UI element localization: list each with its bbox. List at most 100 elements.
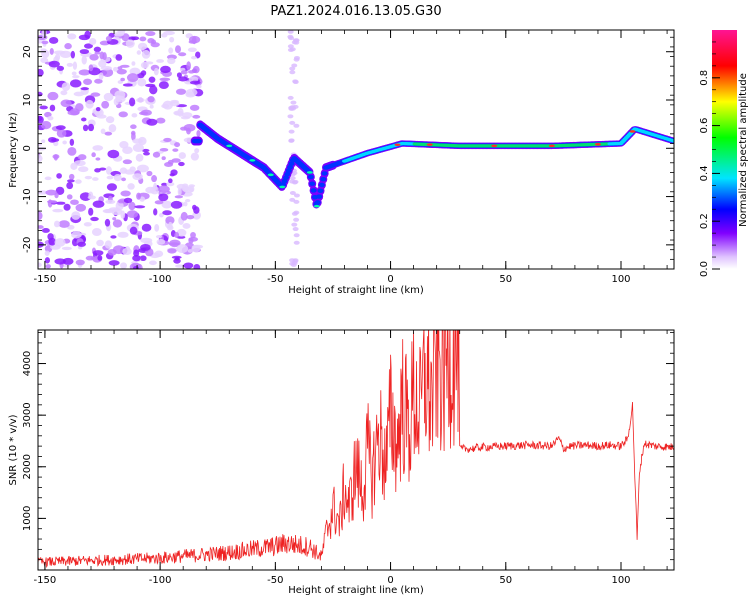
heatmap-stripe-blob: [288, 138, 295, 143]
heatmap-trace-mid: [320, 176, 327, 182]
heatmap-noise-blob: [75, 203, 87, 212]
heatmap-noise-blob: [129, 67, 141, 75]
heatmap-stripe-blob: [287, 34, 294, 39]
heatmap-stripe-blob: [293, 123, 300, 128]
heatmap-noise-blob: [161, 182, 168, 187]
heatmap-noise-blob: [87, 123, 95, 132]
heatmap-noise-blob: [133, 249, 140, 257]
heatmap-noise-blob: [134, 205, 146, 209]
heatmap-noise-blob: [89, 53, 99, 61]
heatmap-noise-blob: [104, 131, 113, 136]
heatmap-noise-blob: [167, 159, 174, 165]
heatmap-noise-blob: [120, 77, 125, 82]
heatmap-noise-blob: [64, 43, 72, 50]
heatmap-noise-blob: [104, 218, 111, 227]
heatmap-noise-blob: [122, 247, 132, 256]
heatmap-noise-blob: [44, 257, 51, 264]
heatmap-noise-blob: [93, 46, 102, 53]
heatmap-trace-mid: [307, 174, 314, 180]
heatmap-noise-blob: [92, 145, 104, 151]
heatmap-noise-blob: [167, 57, 176, 65]
heatmap-noise-blob: [38, 262, 42, 268]
heatmap-noise-blob: [175, 264, 185, 268]
spectrogram-ytick-label: 10: [22, 94, 33, 107]
snr-xlabel: Height of straight line (km): [288, 585, 424, 596]
heatmap-noise-blob: [140, 61, 149, 69]
heatmap-peak: [426, 143, 433, 146]
heatmap-trace-mid: [281, 178, 288, 184]
heatmap-noise-blob: [56, 129, 67, 138]
heatmap-noise-blob: [77, 241, 86, 247]
heatmap-noise-blob: [132, 173, 143, 181]
heatmap-noise-blob: [112, 32, 125, 37]
heatmap-noise-blob: [169, 101, 180, 107]
heatmap-noise-blob: [118, 111, 128, 118]
heatmap-noise-blob: [48, 37, 59, 44]
heatmap-noise-blob: [180, 211, 188, 221]
heatmap-noise-blob: [104, 240, 112, 249]
heatmap-noise-blob: [40, 57, 49, 63]
heatmap-noise-blob: [159, 212, 164, 218]
heatmap-stripe-blob: [287, 30, 294, 34]
heatmap-noise-blob: [176, 72, 182, 78]
colorbar-label: Normalized spectral amplitude: [738, 73, 749, 227]
heatmap-stripe-blob: [293, 193, 300, 198]
heatmap-trace-mid: [195, 138, 202, 144]
heatmap-noise-blob: [136, 50, 142, 55]
heatmap-noise-blob: [105, 199, 116, 204]
snr-ylabel: SNR (10 * v/v): [8, 414, 19, 485]
heatmap-noise-blob: [152, 151, 161, 158]
heatmap-noise-blob: [71, 211, 81, 220]
heatmap-peak: [629, 130, 636, 133]
heatmap-noise-blob: [80, 87, 89, 91]
heatmap-stripe-blob: [291, 222, 298, 227]
heatmap-noise-blob: [113, 67, 118, 72]
heatmap-noise-blob: [101, 68, 114, 77]
heatmap-noise-blob: [121, 177, 126, 182]
heatmap-noise-blob: [149, 104, 154, 109]
heatmap-stripe-blob: [292, 179, 299, 184]
heatmap-noise-blob: [156, 59, 165, 63]
heatmap-noise-blob: [106, 183, 118, 191]
heatmap-noise-blob: [194, 148, 200, 154]
heatmap-noise-blob: [78, 69, 91, 76]
heatmap-peak: [548, 144, 555, 148]
heatmap-noise-blob: [185, 199, 191, 203]
heatmap-trace-mid: [284, 171, 291, 177]
heatmap-noise-blob: [92, 250, 104, 256]
heatmap-noise-blob: [181, 112, 193, 119]
heatmap-noise-blob: [84, 43, 93, 49]
heatmap-noise-blob: [163, 137, 172, 142]
heatmap-peak: [313, 204, 320, 208]
heatmap-noise-blob: [40, 48, 47, 52]
heatmap-noise-blob: [192, 204, 197, 211]
heatmap-noise-blob: [138, 111, 149, 116]
heatmap-noise-blob: [40, 121, 52, 130]
heatmap-stripe-blob: [288, 129, 295, 134]
colorbar-tick-label: 0.4: [699, 165, 710, 181]
heatmap-noise-blob: [95, 157, 101, 161]
heatmap-noise-blob: [77, 154, 87, 161]
heatmap-noise-blob: [68, 173, 75, 180]
heatmap-noise-blob: [115, 201, 124, 211]
heatmap-noise-blob: [48, 237, 56, 246]
heatmap-noise-blob: [118, 200, 125, 204]
snr-ytick-label: 2000: [22, 454, 33, 479]
heatmap-noise-blob: [82, 124, 89, 132]
heatmap-trace-mid: [316, 194, 323, 199]
heatmap-noise-blob: [162, 210, 172, 216]
heatmap-noise-blob: [106, 175, 114, 180]
heatmap-noise-blob: [156, 117, 166, 124]
heatmap-noise-blob: [115, 54, 123, 61]
heatmap-noise-blob: [75, 179, 82, 184]
heatmap-stripe-blob: [292, 80, 299, 85]
heatmap-noise-blob: [75, 259, 85, 266]
heatmap-noise-blob: [48, 60, 60, 68]
heatmap-noise-blob: [92, 200, 105, 208]
heatmap-noise-blob: [174, 195, 184, 199]
snr-xtick-label: -150: [34, 575, 57, 586]
heatmap-noise-blob: [49, 104, 56, 112]
heatmap-noise-blob: [188, 40, 197, 44]
